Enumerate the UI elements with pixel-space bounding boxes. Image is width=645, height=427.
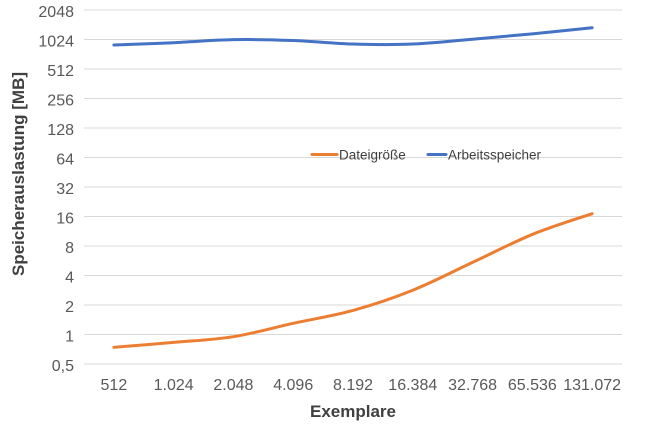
svg-text:1024: 1024 (38, 33, 74, 50)
svg-text:256: 256 (47, 92, 74, 109)
svg-text:4.096: 4.096 (273, 377, 313, 394)
svg-text:128: 128 (47, 122, 74, 139)
svg-text:131.072: 131.072 (563, 377, 621, 394)
svg-text:4: 4 (65, 269, 74, 286)
svg-text:Speicherauslastung [MB]: Speicherauslastung [MB] (9, 72, 28, 276)
svg-text:512: 512 (101, 377, 128, 394)
svg-text:64: 64 (56, 151, 74, 168)
svg-text:16: 16 (56, 210, 74, 227)
svg-text:8.192: 8.192 (333, 377, 373, 394)
svg-text:1.024: 1.024 (154, 377, 194, 394)
svg-text:65.536: 65.536 (508, 377, 557, 394)
svg-text:Exemplare: Exemplare (310, 402, 396, 421)
svg-text:32.768: 32.768 (448, 377, 497, 394)
svg-text:Dateigröße: Dateigröße (339, 148, 406, 163)
svg-text:16.384: 16.384 (388, 377, 437, 394)
svg-text:512: 512 (47, 63, 74, 80)
svg-text:0,5: 0,5 (52, 358, 74, 375)
svg-text:1: 1 (65, 328, 74, 345)
svg-text:Arbeitsspeicher: Arbeitsspeicher (448, 148, 542, 163)
svg-text:8: 8 (65, 240, 74, 257)
svg-text:2.048: 2.048 (213, 377, 253, 394)
svg-text:2048: 2048 (38, 4, 74, 21)
svg-text:32: 32 (56, 181, 74, 198)
svg-text:2: 2 (65, 299, 74, 316)
